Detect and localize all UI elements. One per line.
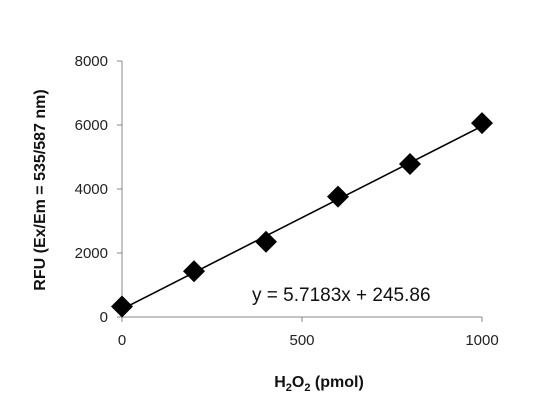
y-tick-label: 0 [100,309,108,326]
data-point-diamond [471,112,493,135]
x-axis-title-sub2: 2 [304,382,310,394]
x-axis-title-tail: (pmol) [310,374,363,391]
y-tick-label: 2000 [75,245,108,262]
x-axis-title-mid: O [292,374,304,391]
y-axis-ticks: 0 2000 4000 6000 8000 [75,53,122,326]
x-tick-label: 1000 [465,332,498,349]
trendline-equation: y = 5.7183x + 245.86 [252,285,431,306]
trendline [121,125,483,310]
x-tick-label: 0 [118,332,126,349]
data-point-diamond [327,185,349,208]
x-tick-label: 500 [289,332,314,349]
data-point-diamond [255,230,277,253]
y-tick-label: 8000 [75,53,108,70]
x-axis-title: H2O2 (pmol) [274,374,364,394]
data-points [111,112,493,318]
y-tick-label: 4000 [75,181,108,198]
data-point-diamond [399,153,421,176]
data-point-diamond [111,295,133,318]
x-axis-ticks: 0 500 1000 [118,317,499,349]
x-axis-title-sub1: 2 [286,382,292,394]
y-axis-title: RFU (Ex/Em = 535/587 nm) [32,89,49,290]
y-tick-label: 6000 [75,117,108,134]
x-axis-title-main: H [274,374,286,391]
data-point-diamond [183,260,205,283]
